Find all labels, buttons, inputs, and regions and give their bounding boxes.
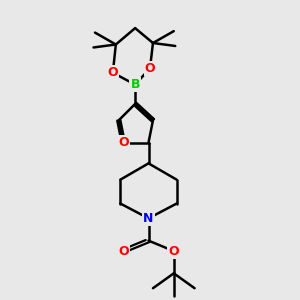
Text: O: O: [118, 136, 129, 149]
Text: O: O: [145, 62, 155, 75]
Text: O: O: [169, 244, 179, 258]
Text: B: B: [130, 78, 140, 91]
Text: O: O: [107, 66, 118, 79]
Text: N: N: [143, 212, 154, 225]
Text: O: O: [118, 244, 129, 258]
